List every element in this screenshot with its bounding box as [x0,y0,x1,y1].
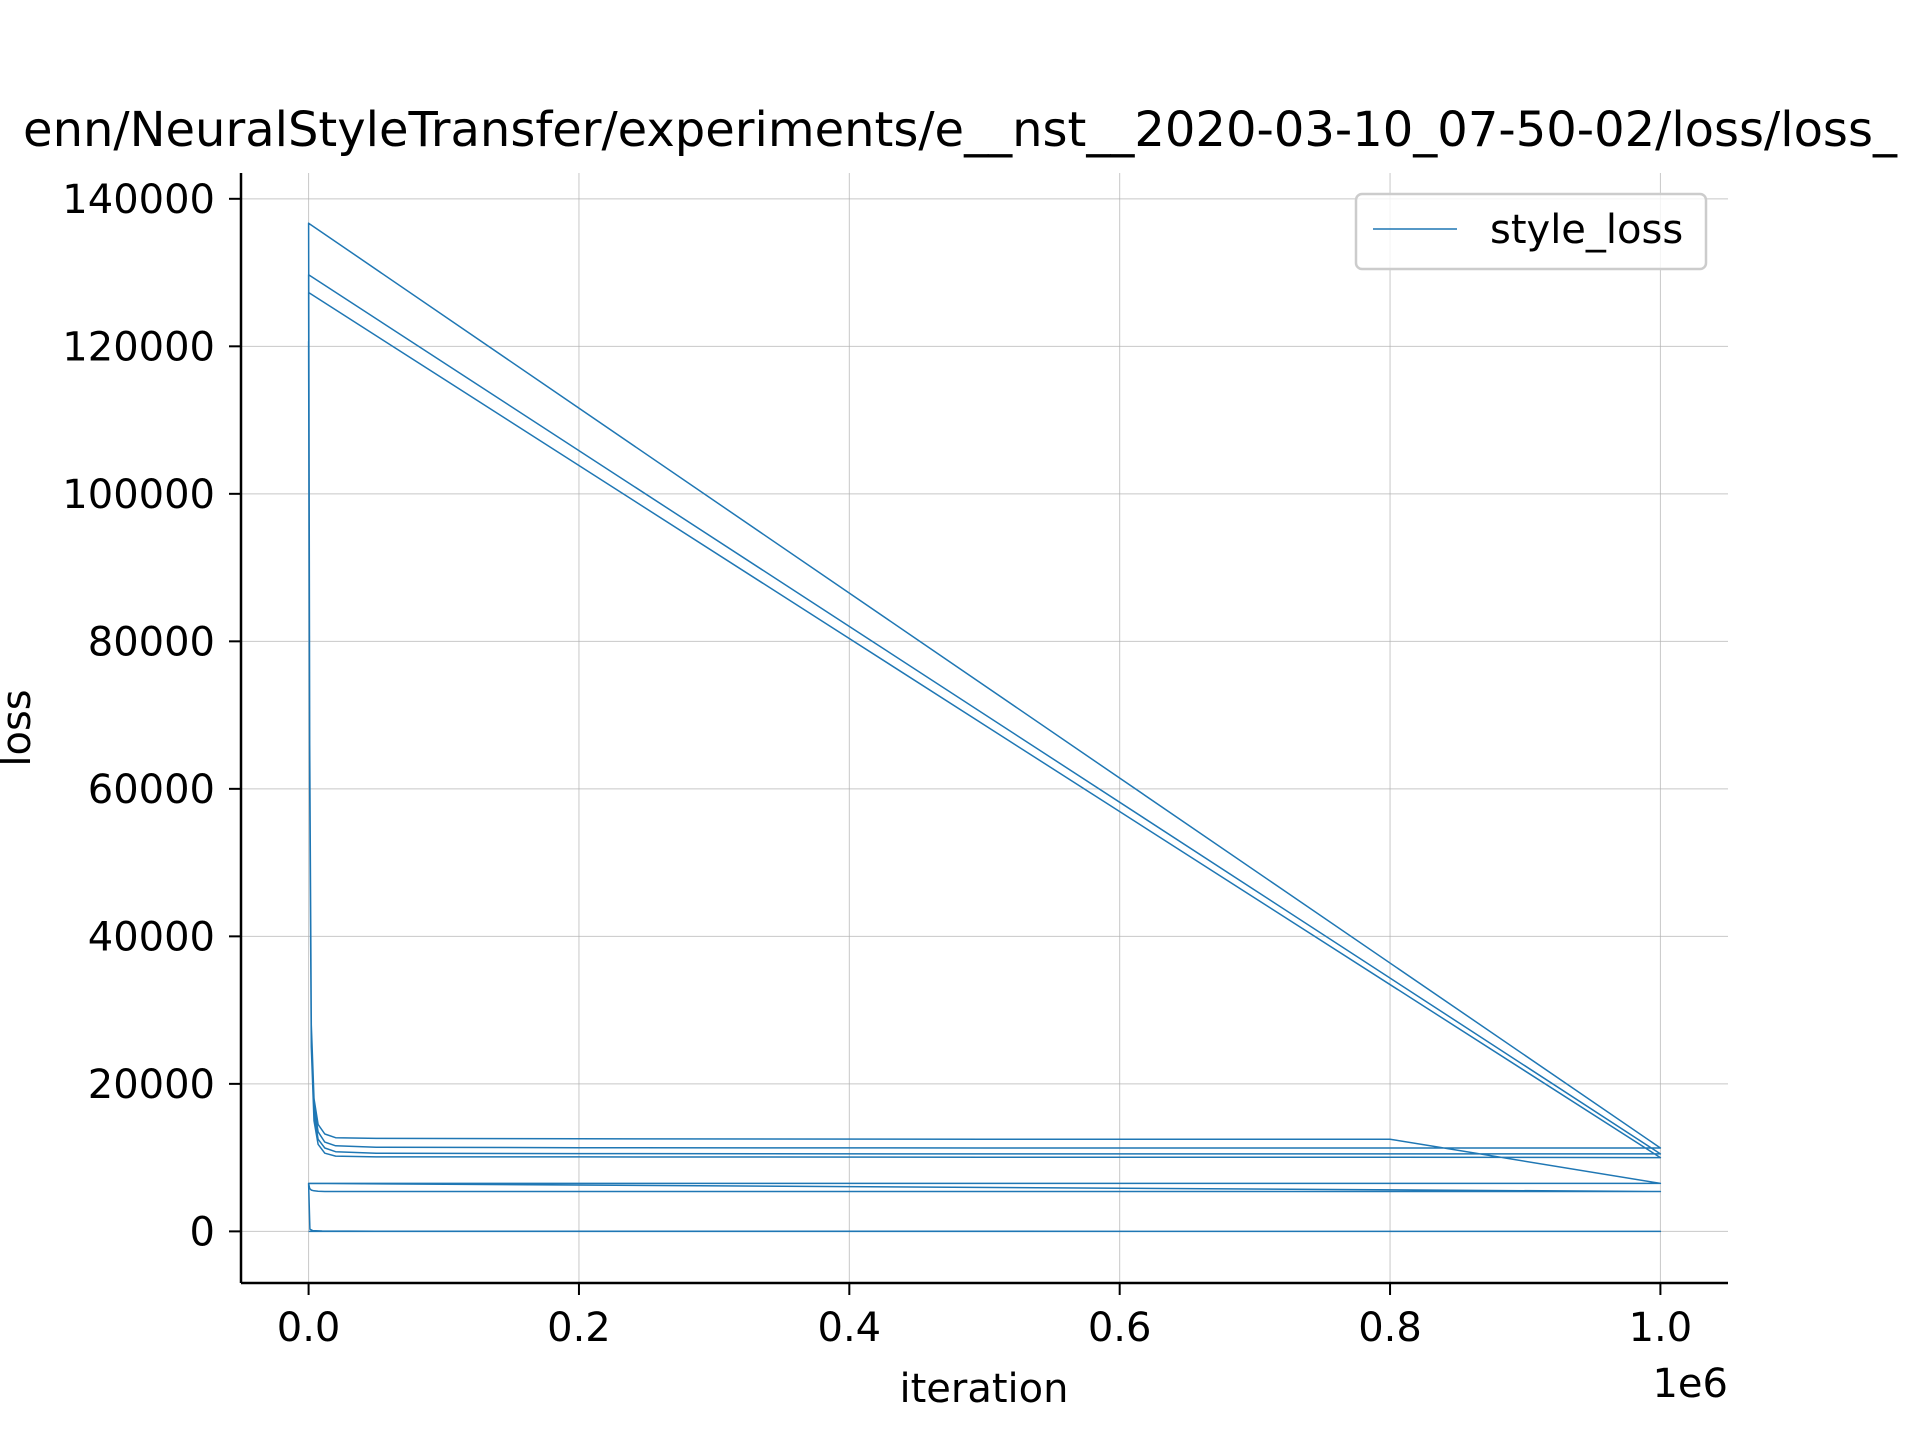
series-line-style_loss [307,222,1662,1233]
x-offset-label: 1e6 [1652,1361,1728,1407]
chart-title: enn/NeuralStyleTransfer/experiments/e__n… [23,102,1898,158]
legend-label: style_loss [1490,207,1683,253]
y-tick-label: 80000 [88,619,215,665]
x-tick-label: 0.0 [277,1305,341,1351]
y-axis-label: loss [0,689,40,766]
x-axis-label: iteration [900,1366,1069,1412]
y-tick-label: 100000 [62,472,215,518]
y-tick-label: 20000 [88,1062,215,1108]
x-tick-label: 0.6 [1088,1305,1152,1351]
y-tick-label: 40000 [88,914,215,960]
y-tick-label: 120000 [62,324,215,370]
y-tick-label: 0 [190,1209,215,1255]
grid [241,173,1728,1283]
axes [239,173,1728,1285]
x-ticks: 0.0 0.2 0.4 0.6 0.8 1.0 [277,1283,1692,1351]
legend: style_loss [1354,192,1708,271]
series-lines [307,222,1662,1233]
y-tick-label: 140000 [62,177,215,223]
x-tick-label: 0.2 [547,1305,611,1351]
x-tick-label: 1.0 [1629,1305,1693,1351]
x-tick-label: 0.4 [818,1305,882,1351]
x-tick-label: 0.8 [1358,1305,1422,1351]
y-ticks: 0 20000 40000 60000 80000 100000 120000 140000 [62,177,241,1255]
legend-box [1354,192,1708,271]
y-tick-label: 60000 [88,767,215,813]
